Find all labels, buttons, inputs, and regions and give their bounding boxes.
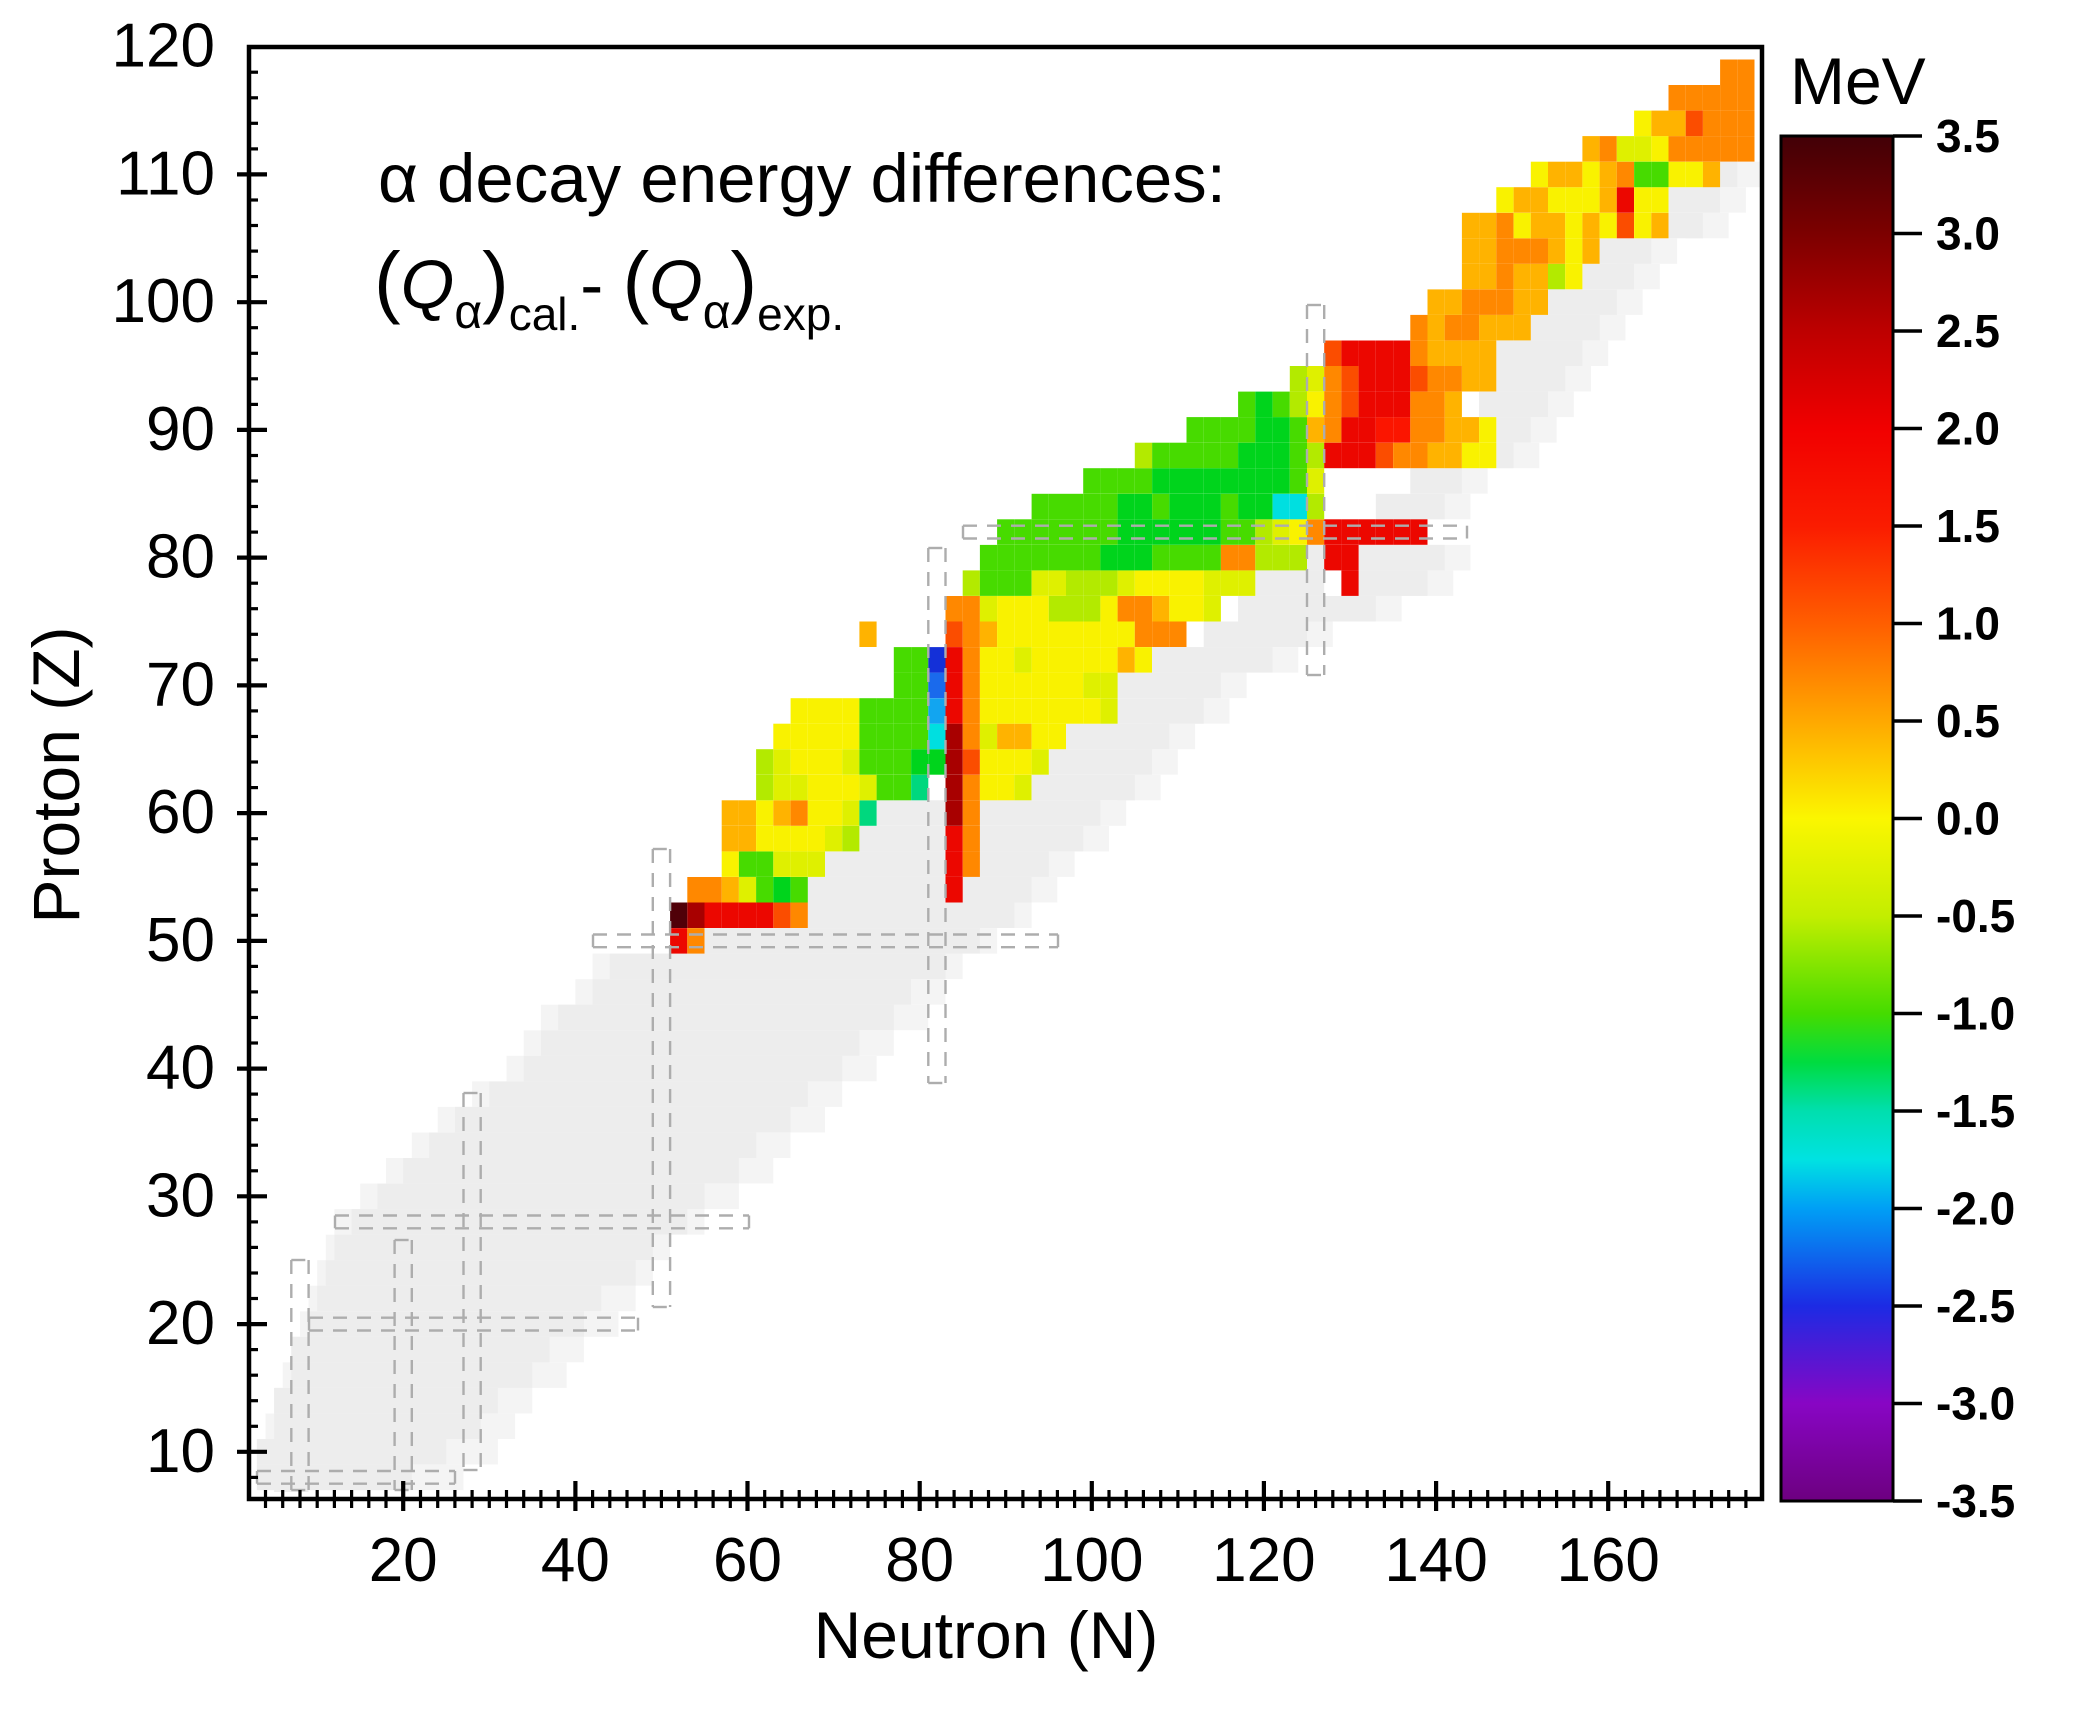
svg-text:α decay energy differences:: α decay energy differences: — [378, 140, 1226, 217]
svg-text:-3.5: -3.5 — [1936, 1475, 2015, 1527]
svg-text:MeV: MeV — [1790, 44, 1926, 118]
svg-text:40: 40 — [146, 1034, 215, 1103]
svg-text:Proton (Z): Proton (Z) — [19, 626, 93, 923]
svg-text:40: 40 — [541, 1526, 610, 1595]
svg-text:50: 50 — [146, 906, 215, 975]
svg-text:80: 80 — [885, 1526, 954, 1595]
svg-text:0.0: 0.0 — [1936, 793, 2000, 845]
svg-text:80: 80 — [146, 523, 215, 592]
svg-text:3.0: 3.0 — [1936, 208, 2000, 260]
svg-text:Neutron (N): Neutron (N) — [814, 1598, 1159, 1672]
svg-text:-1.0: -1.0 — [1936, 988, 2015, 1040]
svg-text:120: 120 — [1212, 1526, 1315, 1595]
svg-text:3.5: 3.5 — [1936, 110, 2000, 162]
svg-text:0.5: 0.5 — [1936, 695, 2000, 747]
svg-text:-3.0: -3.0 — [1936, 1378, 2015, 1430]
svg-text:(Qα)cal.- (Qα)exp.: (Qα)cal.- (Qα)exp. — [374, 236, 844, 340]
svg-text:10: 10 — [146, 1417, 215, 1486]
svg-text:140: 140 — [1384, 1526, 1487, 1595]
svg-text:60: 60 — [713, 1526, 782, 1595]
svg-text:90: 90 — [146, 395, 215, 464]
svg-text:2.0: 2.0 — [1936, 403, 2000, 455]
svg-text:60: 60 — [146, 778, 215, 847]
svg-text:1.5: 1.5 — [1936, 500, 2000, 552]
svg-text:20: 20 — [146, 1289, 215, 1358]
svg-text:2.5: 2.5 — [1936, 305, 2000, 357]
svg-text:100: 100 — [1040, 1526, 1143, 1595]
svg-text:1.0: 1.0 — [1936, 598, 2000, 650]
svg-text:160: 160 — [1556, 1526, 1659, 1595]
svg-text:-0.5: -0.5 — [1936, 890, 2015, 942]
svg-text:100: 100 — [112, 267, 215, 336]
svg-text:110: 110 — [116, 139, 215, 208]
svg-text:-2.5: -2.5 — [1936, 1280, 2015, 1332]
svg-text:120: 120 — [112, 12, 215, 81]
svg-text:-1.5: -1.5 — [1936, 1085, 2015, 1137]
svg-text:20: 20 — [369, 1526, 438, 1595]
svg-text:70: 70 — [146, 650, 215, 719]
svg-text:30: 30 — [146, 1161, 215, 1230]
svg-text:-2.0: -2.0 — [1936, 1183, 2015, 1235]
